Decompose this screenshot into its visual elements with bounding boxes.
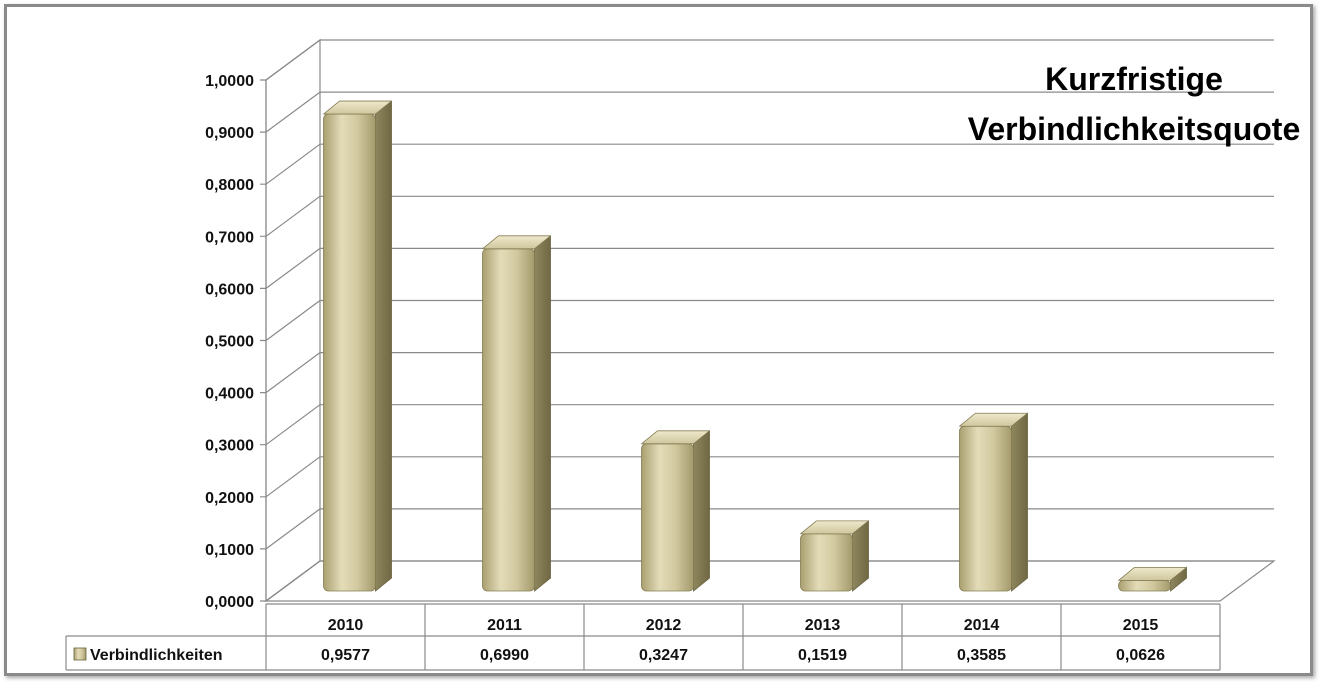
- data-label: 0,6990: [480, 647, 529, 664]
- bar-top: [482, 235, 551, 250]
- bars: [323, 100, 1187, 592]
- bar-front: [641, 443, 694, 592]
- bar-top: [959, 412, 1028, 427]
- bar-front: [800, 533, 853, 592]
- chart-title-line-2: Verbindlichkeitsquote: [968, 111, 1301, 147]
- bar-top: [641, 430, 710, 445]
- data-label: 0,3585: [957, 647, 1006, 664]
- y-tick-label: 0,0000: [205, 594, 254, 611]
- bar-side: [534, 234, 551, 592]
- bar-front: [482, 248, 535, 592]
- x-tick-label: 2013: [805, 617, 841, 634]
- bar-front: [959, 425, 1012, 592]
- y-tick-label: 0,7000: [205, 229, 254, 246]
- bar: [959, 412, 1028, 592]
- bar: [641, 429, 710, 592]
- gridline: [260, 39, 1274, 81]
- bar-side: [1011, 412, 1028, 592]
- x-tick-label: 2015: [1123, 617, 1159, 634]
- gridline: [260, 91, 1274, 133]
- gridline: [260, 195, 1274, 237]
- y-tick-label: 0,4000: [205, 386, 254, 403]
- bar: [482, 234, 551, 592]
- gridline: [260, 404, 1274, 446]
- y-tick-label: 0,6000: [205, 281, 254, 298]
- data-label: 0,0626: [1116, 647, 1165, 664]
- bar: [323, 100, 392, 592]
- x-tick-label: 2010: [328, 617, 364, 634]
- y-tick-label: 0,5000: [205, 334, 254, 351]
- bar-front: [1118, 579, 1171, 592]
- data-label: 0,1519: [798, 647, 847, 664]
- bar-top: [1118, 566, 1187, 581]
- gridline: [260, 560, 1274, 602]
- y-tick-label: 0,2000: [205, 490, 254, 507]
- legend-label: Verbindlichkeiten: [90, 647, 222, 664]
- gridline: [260, 352, 1274, 394]
- x-tick-label: 2014: [964, 617, 1000, 634]
- y-tick-label: 0,8000: [205, 177, 254, 194]
- gridline: [260, 143, 1274, 185]
- legend-swatch: [73, 647, 87, 661]
- bar-side: [693, 429, 710, 592]
- y-tick-label: 0,3000: [205, 438, 254, 455]
- data-label: 0,3247: [639, 647, 688, 664]
- bar-top: [800, 520, 869, 535]
- gridline: [260, 456, 1274, 498]
- bar-front: [323, 113, 376, 592]
- y-axis-ticks: 0,0000 0,1000 0,2000 0,3000 0,4000 0,5000 0,60…: [205, 73, 254, 611]
- gridline: [260, 299, 1274, 342]
- y-tick-label: 0,1000: [205, 542, 254, 559]
- gridlines: [260, 39, 1274, 602]
- data-label: 0,9577: [321, 647, 370, 664]
- y-tick-label: 0,9000: [205, 125, 254, 142]
- bar-side: [375, 100, 392, 592]
- bar: [800, 520, 869, 592]
- chart-title-line-1: Kurzfristige: [1045, 61, 1223, 97]
- x-tick-label: 2011: [487, 617, 522, 634]
- bar-top: [323, 100, 392, 115]
- bar: [1118, 566, 1187, 592]
- gridline: [260, 247, 1274, 289]
- data-table: 2010 0,9577 2011 0,6990 2012 0,3247 2013 0,1519…: [65, 603, 1221, 671]
- y-tick-label: 1,0000: [205, 73, 254, 90]
- gridline: [260, 508, 1274, 550]
- x-tick-label: 2012: [646, 617, 682, 634]
